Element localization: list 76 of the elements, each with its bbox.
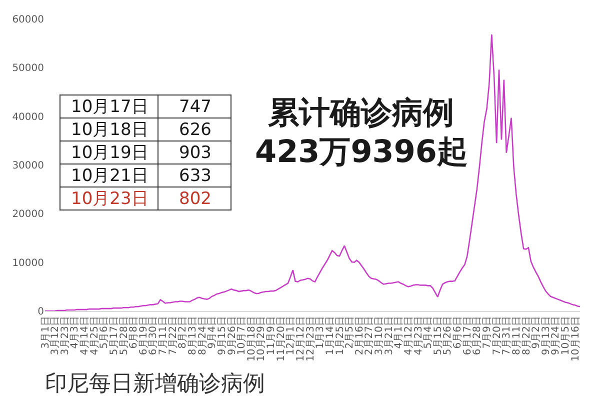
x-tick-label: 9月2日 <box>531 316 542 349</box>
x-tick-label: 5月17日 <box>108 316 120 356</box>
x-tick-label: 9月15日 <box>216 316 228 356</box>
x-tick-label: 3月21日 <box>384 316 395 356</box>
x-tick-label: 8月13日 <box>188 316 198 356</box>
annotation: 10月21日 <box>71 166 148 186</box>
annotation: 10月23日 <box>71 189 148 209</box>
x-tick-label: 12月1日 <box>286 316 297 356</box>
x-tick-label: 10月29日 <box>256 316 268 362</box>
x-tick-label: 5月26日 <box>442 316 454 356</box>
text: 印尼每日新增确诊病例 <box>45 372 265 397</box>
annotation: 747 <box>179 97 212 117</box>
x-tick-label: 5月28日 <box>118 316 130 356</box>
x-tick-label: 1月3日 <box>315 316 326 349</box>
annotation: 633 <box>179 166 212 186</box>
x-tick-label: 8月22日 <box>521 316 532 356</box>
x-tick-label: 7月20日 <box>492 316 503 356</box>
x-tick-label: 9月24日 <box>550 316 562 356</box>
x-tick-label: 7月31日 <box>502 316 513 356</box>
x-tick-label: 4月23日 <box>413 316 424 356</box>
x-tick-label: 5月15日 <box>432 316 444 356</box>
x-tick-label: 6月28日 <box>472 316 484 356</box>
annotation: 10月18日 <box>71 120 148 140</box>
x-tick-label: 7月11日 <box>158 316 170 356</box>
x-tick-label: 1月25日 <box>334 316 346 356</box>
x-tick-label: 6月19日 <box>138 316 150 356</box>
x-tick-label: 8月2日 <box>178 316 189 349</box>
x-tick-label: 8月24日 <box>197 316 208 356</box>
annotation: 10月17日 <box>71 97 148 117</box>
annotation: 626 <box>179 120 212 140</box>
x-tick-label: 12月23日 <box>305 316 316 362</box>
x-tick-label: 4月12日 <box>403 316 414 356</box>
x-tick-label: 6月17日 <box>462 316 474 356</box>
x-tick-label: 9月26日 <box>226 316 238 356</box>
annotation: 10月19日 <box>71 143 148 163</box>
x-tick-label: 8月11日 <box>511 316 522 356</box>
x-tick-label: 12月12日 <box>295 316 306 362</box>
x-tick-label: 2月16日 <box>354 316 366 356</box>
x-tick-label: 9月13日 <box>540 316 552 356</box>
y-tick-label: 40000 <box>12 112 44 123</box>
x-tick-label: 3月12日 <box>50 316 62 356</box>
x-tick-label: 10月7日 <box>236 316 248 356</box>
annotation: 903 <box>179 143 212 163</box>
x-tick-label: 3月1日 <box>40 316 52 349</box>
y-tick-label: 10000 <box>12 258 44 269</box>
x-tick-label: 10月16日 <box>570 316 582 362</box>
x-tick-label: 11月9日 <box>266 316 278 356</box>
x-tick-label: 4月1日 <box>394 316 405 349</box>
x-tick-label: 4月14日 <box>80 316 91 356</box>
y-tick-label: 50000 <box>12 63 44 74</box>
x-tick-label: 7月9日 <box>482 316 493 349</box>
x-tick-label: 3月10日 <box>374 316 386 356</box>
x-tick-label: 4月25日 <box>89 316 100 356</box>
annotation: 累计确诊病例 <box>268 95 454 131</box>
y-tick-label: 20000 <box>12 209 44 220</box>
annotation: 802 <box>179 189 212 209</box>
y-tick-label: 30000 <box>12 160 44 172</box>
x-tick-label: 7月22日 <box>168 316 179 356</box>
annotation: 423万9396起 <box>255 134 468 170</box>
x-tick-label: 9月4日 <box>207 316 218 349</box>
line-series <box>45 34 580 311</box>
x-tick-label: 6月6日 <box>452 316 464 349</box>
x-tick-label: 10月18日 <box>246 316 258 362</box>
x-tick-label: 10月5日 <box>560 316 572 356</box>
x-tick-label: 2月5日 <box>344 316 356 349</box>
x-tick-label: 6月8日 <box>128 316 140 349</box>
y-tick-label: 60000 <box>12 14 44 26</box>
x-tick-label: 1月14日 <box>324 316 336 356</box>
x-tick-label: 5月4日 <box>423 316 434 349</box>
x-tick-label: 11月20日 <box>276 316 287 362</box>
x-tick-label: 4月3日 <box>70 316 81 349</box>
y-tick-label: 0 <box>38 306 44 318</box>
x-tick-label: 3月23日 <box>60 316 71 356</box>
x-tick-label: 5月6日 <box>99 316 110 349</box>
x-tick-label: 2月27日 <box>364 316 376 356</box>
x-tick-label: 6月30日 <box>148 316 160 356</box>
